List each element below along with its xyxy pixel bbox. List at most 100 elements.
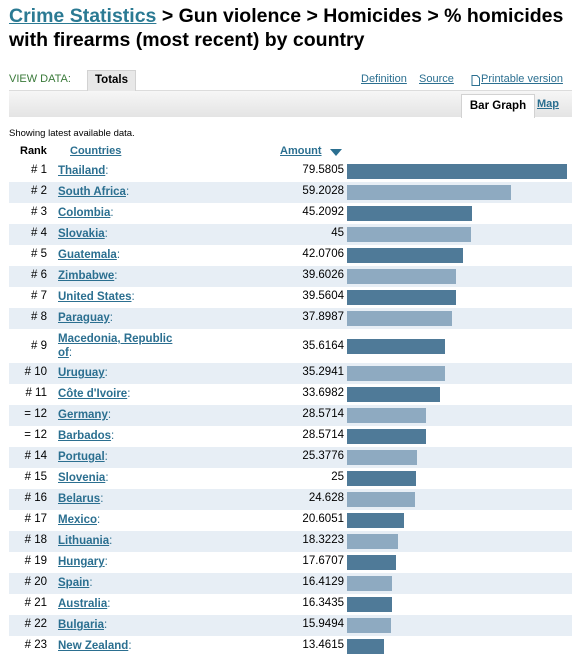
value-bar: [347, 248, 463, 263]
country-link[interactable]: South Africa: [58, 186, 126, 198]
country-link[interactable]: Paraguay: [58, 312, 110, 324]
rank-cell: # 9: [31, 340, 47, 352]
table-row: # 14 Portugal: 25.3776: [9, 447, 572, 468]
breadcrumb-link-crime-statistics[interactable]: Crime Statistics: [9, 5, 157, 27]
rank-cell: # 19: [24, 555, 47, 567]
rank-cell: # 5: [31, 248, 47, 260]
sort-down-arrow-icon[interactable]: [330, 149, 342, 156]
country-cell: Colombia:: [58, 206, 173, 220]
country-colon: :: [107, 598, 111, 610]
country-link[interactable]: Hungary: [58, 556, 105, 568]
column-header-rank: Rank: [20, 145, 47, 157]
country-colon: :: [125, 186, 130, 198]
value-bar: [347, 311, 452, 326]
country-colon: :: [104, 451, 108, 463]
printable-version-link[interactable]: Printable version: [481, 73, 563, 85]
country-colon: :: [131, 291, 135, 303]
country-link[interactable]: United States: [58, 291, 132, 303]
country-cell: Bulgaria:: [58, 618, 173, 632]
rank-cell: # 17: [24, 513, 47, 525]
source-link[interactable]: Source: [419, 73, 454, 85]
country-link[interactable]: Slovakia: [58, 228, 105, 240]
country-colon: :: [105, 165, 109, 177]
country-link[interactable]: Uruguay: [58, 367, 105, 379]
data-note: Showing latest available data.: [9, 128, 135, 139]
table-row: # 17 Mexico: 20.6051: [9, 510, 572, 531]
table-row: # 15 Slovenia: 25: [9, 468, 572, 489]
rank-cell: # 23: [24, 639, 47, 651]
country-colon: :: [110, 207, 114, 219]
rank-cell: = 12: [24, 408, 47, 420]
country-colon: :: [104, 228, 108, 240]
amount-cell: 16.3435: [302, 597, 344, 609]
country-link[interactable]: Bulgaria: [58, 619, 105, 631]
country-link[interactable]: Spain: [58, 577, 90, 589]
country-link[interactable]: New Zealand: [58, 640, 129, 652]
amount-cell: 28.5714: [302, 408, 344, 420]
value-bar: [347, 492, 415, 507]
country-colon: :: [109, 312, 113, 324]
country-link[interactable]: Slovenia: [58, 472, 106, 484]
table-row: # 9 Macedonia, Republic of: 35.6164: [9, 329, 572, 363]
rank-cell: # 11: [25, 387, 47, 399]
rank-cell: # 21: [24, 597, 47, 609]
country-link[interactable]: Barbados: [58, 430, 112, 442]
value-bar: [347, 206, 472, 221]
country-link[interactable]: Germany: [58, 409, 108, 421]
table-row: # 20 Spain: 16.4129: [9, 573, 572, 594]
view-data-label: VIEW DATA:: [9, 73, 71, 85]
country-cell: Macedonia, Republic of:: [58, 332, 173, 360]
rank-cell: # 10: [24, 366, 47, 378]
country-cell: Mexico:: [58, 513, 173, 527]
country-link[interactable]: Thailand: [58, 165, 106, 177]
amount-cell: 35.2941: [302, 366, 344, 378]
amount-cell: 13.4615: [302, 639, 344, 651]
tab-bar-graph[interactable]: Bar Graph: [461, 94, 535, 118]
country-cell: Uruguay:: [58, 366, 173, 380]
value-bar: [347, 387, 440, 402]
value-bar: [347, 450, 417, 465]
definition-link[interactable]: Definition: [361, 73, 407, 85]
value-bar: [347, 513, 404, 528]
country-link[interactable]: Lithuania: [58, 535, 110, 547]
country-cell: Hungary:: [58, 555, 173, 569]
country-colon: :: [109, 535, 113, 547]
tab-map[interactable]: Map: [537, 98, 559, 110]
value-bar: [347, 471, 416, 486]
value-bar: [347, 290, 456, 305]
country-cell: Australia:: [58, 597, 173, 611]
country-colon: :: [68, 347, 73, 359]
value-bar: [347, 185, 511, 200]
amount-cell: 24.628: [308, 492, 344, 504]
amount-cell: 45.2092: [302, 206, 344, 218]
country-cell: Lithuania:: [58, 534, 173, 548]
column-header-amount[interactable]: Amount: [280, 145, 322, 157]
country-cell: Slovenia:: [58, 471, 173, 485]
rank-cell: # 4: [31, 227, 47, 239]
country-colon: :: [104, 556, 108, 568]
table-row: # 8 Paraguay: 37.8987: [9, 308, 572, 329]
value-bar: [347, 366, 445, 381]
country-cell: Portugal:: [58, 450, 173, 464]
tab-totals[interactable]: Totals: [87, 70, 137, 91]
rank-cell: = 12: [24, 429, 47, 441]
amount-cell: 37.8987: [302, 311, 344, 323]
column-header-countries[interactable]: Countries: [70, 145, 122, 157]
table-row: # 21 Australia: 16.3435: [9, 594, 572, 615]
table-row: # 5 Guatemala: 42.0706: [9, 245, 572, 266]
rank-cell: # 8: [31, 311, 47, 323]
country-link[interactable]: Côte d'Ivoire: [58, 388, 128, 400]
country-colon: :: [127, 388, 131, 400]
country-link[interactable]: Zimbabwe: [58, 270, 115, 282]
country-link[interactable]: Macedonia, Republic of: [58, 333, 173, 359]
value-bar: [347, 164, 567, 179]
amount-cell: 79.5805: [302, 164, 344, 176]
country-link[interactable]: Portugal: [58, 451, 105, 463]
country-colon: :: [114, 270, 118, 282]
country-link[interactable]: Australia: [58, 598, 108, 610]
country-colon: :: [111, 430, 115, 442]
country-link[interactable]: Colombia: [58, 207, 111, 219]
country-link[interactable]: Belarus: [58, 493, 101, 505]
country-link[interactable]: Guatemala: [58, 249, 117, 261]
country-link[interactable]: Mexico: [58, 514, 97, 526]
